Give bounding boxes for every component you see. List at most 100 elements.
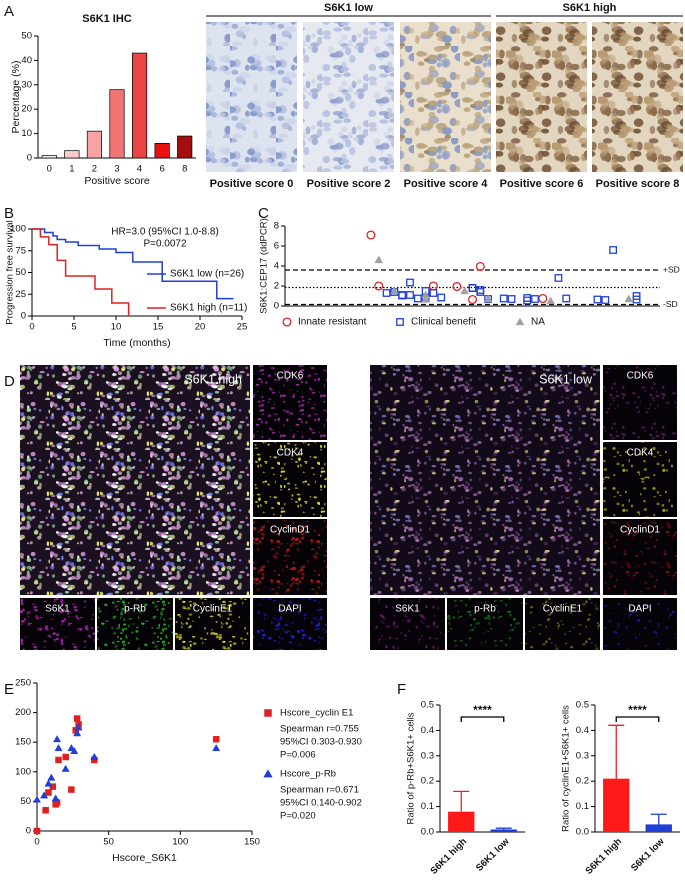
y-tick-label: 100 [10, 224, 26, 235]
y-axis-label: Ratio of cyclinE1+S6K1+ cells [561, 705, 572, 832]
point [507, 295, 516, 303]
ihc-image [303, 22, 394, 172]
if-image [370, 365, 600, 595]
x-tick-label: 1 [69, 164, 74, 175]
image-group-header: S6K1 high [563, 2, 617, 14]
y-tick-label: 30 [21, 79, 32, 90]
point [523, 294, 532, 302]
x-tick-label: 10 [111, 322, 122, 333]
significance-bracket [460, 716, 505, 722]
point [554, 274, 563, 282]
y-tick-label: 75 [15, 245, 26, 256]
if-image-title: S6K1 high [184, 372, 242, 386]
y-tick-label: 8 [274, 221, 279, 232]
if-channel-label: p-Rb [124, 604, 146, 615]
if-channel-label: p-Rb [474, 604, 496, 615]
x-tick-label: S6K1 high [584, 836, 625, 877]
y-tick-label: 0.2 [576, 776, 589, 787]
panel-letter: E [4, 681, 14, 698]
x-tick-label: 6 [159, 164, 164, 175]
bar [86, 130, 103, 159]
point [460, 286, 470, 295]
x-tick-label: 100 [172, 837, 188, 848]
if-channel-label: CyclinE1 [193, 604, 233, 615]
y-tick-label: 0.4 [576, 725, 589, 736]
y-tick-label: 0.3 [576, 750, 589, 761]
point [468, 284, 477, 292]
if-channel-label: S6K1 [395, 604, 420, 615]
y-tick-label: 0.0 [421, 827, 434, 838]
point [382, 289, 391, 297]
point [398, 291, 407, 299]
x-tick-label: 20 [195, 322, 206, 333]
x-tick-label: S6K1 low [474, 836, 512, 874]
point [53, 735, 62, 743]
y-tick-label: 0.4 [421, 725, 434, 736]
bar [177, 135, 193, 159]
point [624, 294, 634, 303]
point [61, 764, 70, 772]
image-caption: Positive score 0 [210, 178, 294, 190]
bar [109, 89, 125, 159]
point [523, 296, 532, 305]
x-tick-label: 50 [103, 837, 114, 848]
reference-label: +SD [663, 264, 680, 274]
survival-curve [32, 228, 234, 300]
if-channel-label: CDK4 [277, 448, 304, 459]
if-image-title: S6K1 low [539, 372, 593, 386]
if-channel-image [603, 365, 677, 440]
if-channel-image [525, 598, 600, 650]
significance-label: **** [628, 703, 647, 717]
if-channel-image [603, 598, 677, 650]
reference-label: -SD [663, 299, 678, 309]
y-tick-label: 0 [27, 153, 32, 164]
y-tick-label: 100 [15, 766, 31, 777]
point [452, 281, 462, 292]
y-tick-label: 0.5 [421, 700, 434, 711]
error-bar [608, 724, 625, 779]
if-channel-image [97, 598, 173, 650]
panel-letter: A [4, 3, 14, 20]
significance-bracket [615, 716, 660, 722]
panel-letter: B [4, 205, 14, 222]
point [467, 294, 478, 305]
image-group-header: S6K1 low [324, 2, 373, 14]
annotation: HR=3.0 (95%CI 1.0-8.8) [111, 227, 219, 238]
stat-text: Spearman r=0.671 [280, 785, 359, 796]
stat-text: P=0.020 [280, 811, 316, 822]
legend-label: Hscore_cyclin E1 [280, 708, 353, 719]
y-tick-label: 150 [15, 737, 31, 748]
point [374, 281, 384, 291]
point [428, 281, 438, 291]
legend-label: Clinical benefit [411, 317, 476, 328]
image-caption: Positive score 6 [500, 178, 584, 190]
y-axis-label: Progression free survival [5, 220, 16, 325]
y-tick-label: 200 [15, 707, 31, 718]
if-channel-image [603, 519, 677, 595]
point [475, 261, 485, 272]
if-image [20, 365, 250, 595]
point [366, 230, 376, 240]
x-axis-label: Positive score [84, 175, 150, 187]
point [74, 723, 83, 731]
if-channel-image [175, 598, 250, 650]
bar [448, 811, 475, 832]
legend-marker [263, 769, 273, 778]
ihc-image [496, 22, 587, 172]
panel-letter: F [397, 681, 406, 698]
if-channel-image [253, 519, 327, 595]
point [32, 795, 42, 803]
if-channel-image [603, 442, 677, 517]
point [406, 291, 414, 299]
point [47, 773, 56, 781]
bar [490, 829, 517, 832]
y-tick-label: 0.3 [421, 750, 434, 761]
x-tick-label: 8 [182, 164, 187, 175]
error-bar [495, 827, 512, 830]
legend-marker [282, 317, 292, 327]
y-tick-label: 0 [274, 301, 279, 312]
point [212, 735, 220, 743]
point [49, 783, 57, 790]
bar [131, 52, 148, 159]
